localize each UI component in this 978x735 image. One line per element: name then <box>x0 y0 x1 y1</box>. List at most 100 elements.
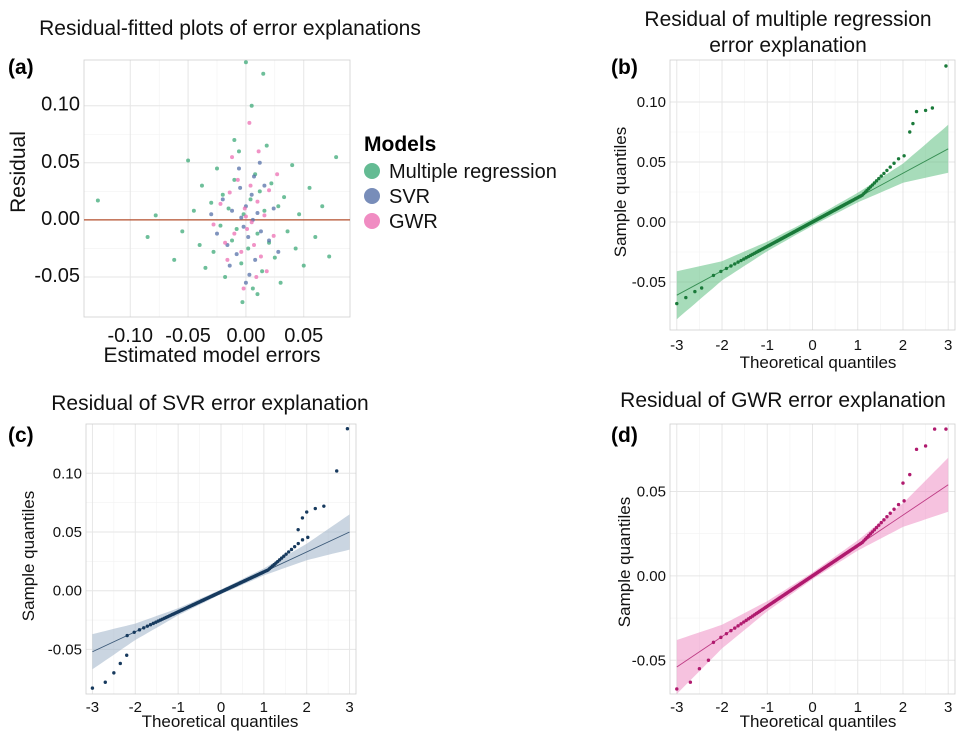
data-point <box>255 231 260 236</box>
qq-point <box>125 633 129 638</box>
x-tick-label: 1 <box>854 699 862 716</box>
qq-point <box>736 624 740 628</box>
y-tick-label: 0.10 <box>53 465 82 482</box>
data-point <box>234 252 239 257</box>
x-tick-label: -3 <box>86 699 99 716</box>
data-point <box>285 229 290 234</box>
qq-point <box>305 510 309 514</box>
x-tick-label: 0.00 <box>226 325 265 347</box>
y-tick-label: 0.10 <box>41 94 80 116</box>
panel-d-title: Residual of GWR error explanation <box>620 389 946 412</box>
qq-point <box>885 515 889 519</box>
qq-point <box>711 640 716 645</box>
x-tick-label: -2 <box>715 337 728 354</box>
panel-c-label: (c) <box>8 424 34 447</box>
data-point <box>246 246 251 251</box>
y-tick-label: 0.00 <box>41 208 80 230</box>
qq-point <box>300 538 305 542</box>
data-point <box>255 199 260 204</box>
qq-point <box>103 680 107 684</box>
x-tick-label: 2 <box>899 699 907 716</box>
qq-point <box>313 506 317 511</box>
qq-point <box>901 481 905 485</box>
legend-title: Models <box>364 133 436 156</box>
data-point <box>267 238 272 243</box>
data-point <box>234 227 239 232</box>
legend: Multiple regression SVR GWR <box>364 161 557 233</box>
panel-a-label: (a) <box>8 56 34 79</box>
data-point <box>218 223 223 228</box>
data-point <box>235 177 240 182</box>
panel-c-ylabel: Sample quantiles <box>19 491 38 621</box>
data-point <box>242 206 247 211</box>
y-tick-label: -0.05 <box>632 652 666 669</box>
qq-point <box>874 525 879 530</box>
legend-swatch <box>364 213 380 229</box>
panel-c-xlabel: Theoretical quantiles <box>142 712 299 731</box>
data-point <box>226 206 231 211</box>
x-tick-label: 1 <box>260 699 268 716</box>
qq-point <box>296 541 300 546</box>
y-tick-label: 0.05 <box>53 524 82 541</box>
x-tick-label: -1 <box>171 699 184 716</box>
data-point <box>230 208 235 213</box>
x-tick-label: -1 <box>761 337 774 354</box>
qq-point <box>729 264 733 268</box>
data-point <box>215 231 219 236</box>
x-tick-label: -0.10 <box>107 325 153 347</box>
data-point <box>225 257 230 262</box>
data-point <box>276 249 281 254</box>
qq-point <box>286 550 291 554</box>
qq-point <box>896 502 901 507</box>
data-point <box>261 71 266 76</box>
data-point <box>334 155 339 160</box>
qq-point <box>902 154 906 158</box>
data-point <box>275 172 280 177</box>
qq-point <box>739 622 743 626</box>
data-point <box>245 227 250 232</box>
data-point <box>243 60 248 65</box>
data-point <box>272 255 277 260</box>
panel-d-label: (d) <box>611 424 638 447</box>
y-tick-label: 0.05 <box>637 154 666 171</box>
qq-point <box>892 507 896 511</box>
data-point <box>313 235 318 240</box>
data-point <box>172 257 177 262</box>
qq-point <box>872 181 877 185</box>
panel-c-title: Residual of SVR error explanation <box>51 392 369 415</box>
qq-point <box>719 269 723 274</box>
data-point <box>252 243 257 248</box>
y-tick-label: 0.05 <box>41 151 80 173</box>
data-point <box>227 190 232 195</box>
x-tick-label: -0.05 <box>165 325 211 347</box>
x-tick-label: -3 <box>670 699 683 716</box>
data-point <box>145 235 150 240</box>
panel-b-xlabel: Theoretical quantiles <box>740 353 897 372</box>
qq-point <box>118 661 122 666</box>
qq-point <box>151 621 156 626</box>
data-point <box>232 177 237 182</box>
data-point <box>247 272 252 277</box>
y-tick-label: 0.10 <box>637 94 666 111</box>
data-point <box>257 189 262 194</box>
qq-point <box>688 680 693 684</box>
qq-point <box>125 653 129 657</box>
qq-point <box>724 631 729 636</box>
x-tick-label: -2 <box>129 699 142 716</box>
data-point <box>247 120 252 125</box>
x-tick-label: 0.05 <box>284 325 323 347</box>
qq-point <box>697 666 702 671</box>
x-tick-label: 0 <box>808 337 816 354</box>
x-tick-label: 0 <box>808 699 816 716</box>
data-point <box>209 212 214 217</box>
qq-point <box>282 554 286 558</box>
data-point <box>262 208 267 213</box>
data-point <box>220 197 225 202</box>
qq-point <box>306 535 310 540</box>
panel-d-qq-gwr: Residual of GWR error explanation (d) Sa… <box>611 389 956 731</box>
data-point <box>255 292 260 297</box>
data-point <box>248 197 253 202</box>
data-point <box>246 235 251 240</box>
x-tick-label: 1 <box>854 337 862 354</box>
